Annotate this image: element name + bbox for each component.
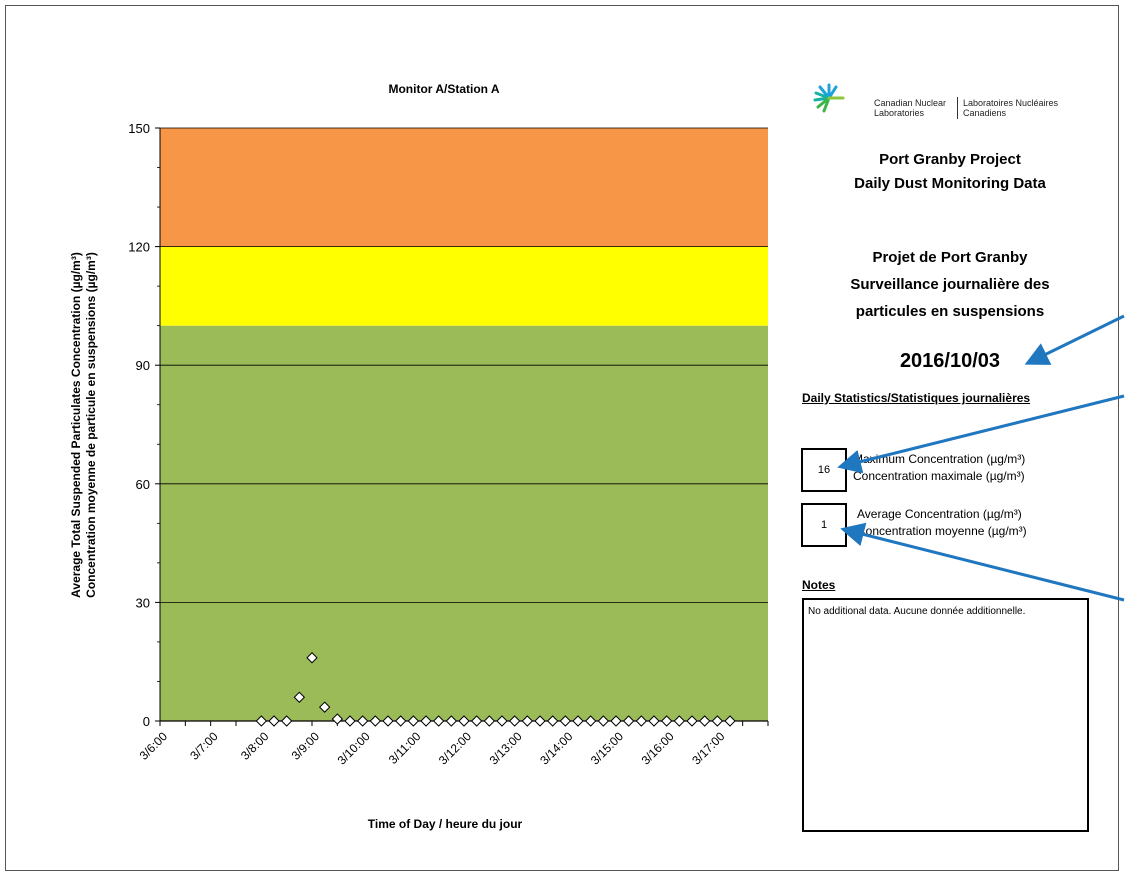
data-point: [280, 715, 293, 727]
max-concentration-label: Maximum Concentration (µg/m³) Concentrat…: [853, 451, 1025, 485]
data-point: [255, 715, 268, 727]
title-fr-line1: Projet de Port Granby: [872, 249, 1028, 266]
max-label-fr: Concentration maximale (µg/m³): [853, 469, 1025, 483]
y-tick-label-90: 90: [136, 358, 150, 373]
data-point: [698, 715, 711, 727]
avg-label-en: Average Concentration (µg/m³): [857, 507, 1022, 521]
data-point: [534, 715, 546, 727]
data-point: [483, 715, 496, 727]
data-point: [331, 713, 344, 725]
x-tick-label: 3/9:00: [289, 729, 323, 763]
data-point: [660, 715, 673, 727]
data-point: [673, 715, 686, 727]
data-point: [293, 691, 306, 703]
x-tick-label: 3/13:00: [487, 729, 525, 767]
data-point: [724, 715, 736, 727]
data-point: [597, 715, 610, 727]
logo-name-fr-line2: Canadiens: [963, 108, 1007, 118]
y-tick-label-60: 60: [136, 477, 150, 492]
data-point: [306, 652, 318, 664]
x-tick-label: 3/6:00: [137, 729, 171, 763]
data-point: [268, 715, 280, 727]
data-point: [394, 715, 407, 727]
data-point: [559, 715, 572, 727]
logo-divider: [957, 97, 958, 119]
data-point: [356, 715, 369, 727]
y-axis-label-en: Average Total Suspended Particulates Con…: [69, 252, 83, 598]
plot-area: 0 30 60 90 120 150 3/6:00 3/7:00 3/8:00 3/9:00 3/1…: [128, 121, 769, 767]
avg-label-fr: Concentration moyenne (µg/m³): [857, 524, 1027, 538]
avg-concentration-label: Average Concentration (µg/m³) Concentrat…: [857, 506, 1027, 540]
data-point: [344, 715, 356, 727]
logo-name-en: Canadian Nuclear Laboratories: [874, 98, 946, 118]
x-tick-label: 3/12:00: [436, 729, 474, 767]
data-point: [458, 715, 470, 727]
band-1: [160, 246, 768, 326]
logo-name-en-line2: Laboratories: [874, 108, 925, 118]
data-point: [635, 715, 648, 727]
data-point: [648, 715, 660, 727]
cnl-logo: [812, 82, 1102, 122]
data-point: [318, 701, 331, 713]
x-tick-label: 3/7:00: [187, 729, 221, 763]
notes-heading: Notes: [802, 578, 836, 592]
data-point: [610, 715, 622, 727]
data-point: [546, 715, 559, 727]
avg-concentration-value: 1: [801, 503, 847, 547]
x-tick-label: 3/10:00: [335, 729, 373, 767]
notes-box[interactable]: No additional data. Aucune donnée additi…: [802, 598, 1089, 832]
data-point: [572, 715, 584, 727]
data-point: [382, 715, 394, 727]
y-tick-label-150: 150: [128, 121, 150, 136]
x-tick-label: 3/17:00: [689, 729, 727, 767]
y-tick-label-120: 120: [128, 240, 150, 255]
data-point: [369, 715, 382, 727]
data-point: [432, 715, 445, 727]
title-fr-line2: Surveillance journalière des: [850, 276, 1050, 293]
x-tick-label: 3/15:00: [588, 729, 626, 767]
data-point: [470, 715, 483, 727]
title-en-line1: Port Granby Project: [879, 151, 1021, 168]
stats-heading: Daily Statistics/Statistiques journalièr…: [802, 391, 1031, 405]
data-point: [420, 715, 432, 727]
x-tick-label: 3/16:00: [639, 729, 677, 767]
x-tick-label: 3/14:00: [537, 729, 575, 767]
x-axis-label: Time of Day / heure du jour: [368, 817, 523, 831]
project-title-fr: Projet de Port Granby Surveillance journ…: [790, 244, 1110, 325]
data-point: [496, 715, 508, 727]
logo-name-fr-line1: Laboratoires Nucléaires: [963, 98, 1059, 108]
y-tick-label-30: 30: [136, 595, 150, 610]
cnl-logo-icon: [813, 83, 845, 113]
x-tick-label: 3/8:00: [238, 729, 272, 763]
y-tick-label-0: 0: [143, 714, 150, 729]
band-2: [160, 128, 768, 247]
band-0: [160, 325, 768, 721]
max-label-en: Maximum Concentration (µg/m³): [853, 452, 1026, 466]
data-point: [407, 715, 420, 727]
x-tick-label: 3/11:00: [386, 729, 424, 767]
project-title-en: Port Granby Project Daily Dust Monitorin…: [790, 148, 1110, 196]
data-point: [711, 715, 724, 727]
title-en-line2: Daily Dust Monitoring Data: [854, 175, 1046, 192]
max-concentration-value: 16: [801, 448, 847, 492]
chart-title: Monitor A/Station A: [388, 82, 499, 96]
data-point: [584, 715, 597, 727]
data-point: [622, 715, 635, 727]
data-point: [686, 715, 698, 727]
y-axis-label-fr: Concentration moyenne de particule en su…: [84, 252, 98, 598]
data-point: [445, 715, 458, 727]
data-point: [521, 715, 534, 727]
logo-name-en-line1: Canadian Nuclear: [874, 98, 947, 108]
title-fr-line3: particules en suspensions: [855, 303, 1045, 320]
report-date: 2016/10/03: [899, 350, 1001, 372]
data-point: [508, 715, 521, 727]
logo-name-fr: Laboratoires Nucléaires Canadiens: [963, 98, 1058, 118]
